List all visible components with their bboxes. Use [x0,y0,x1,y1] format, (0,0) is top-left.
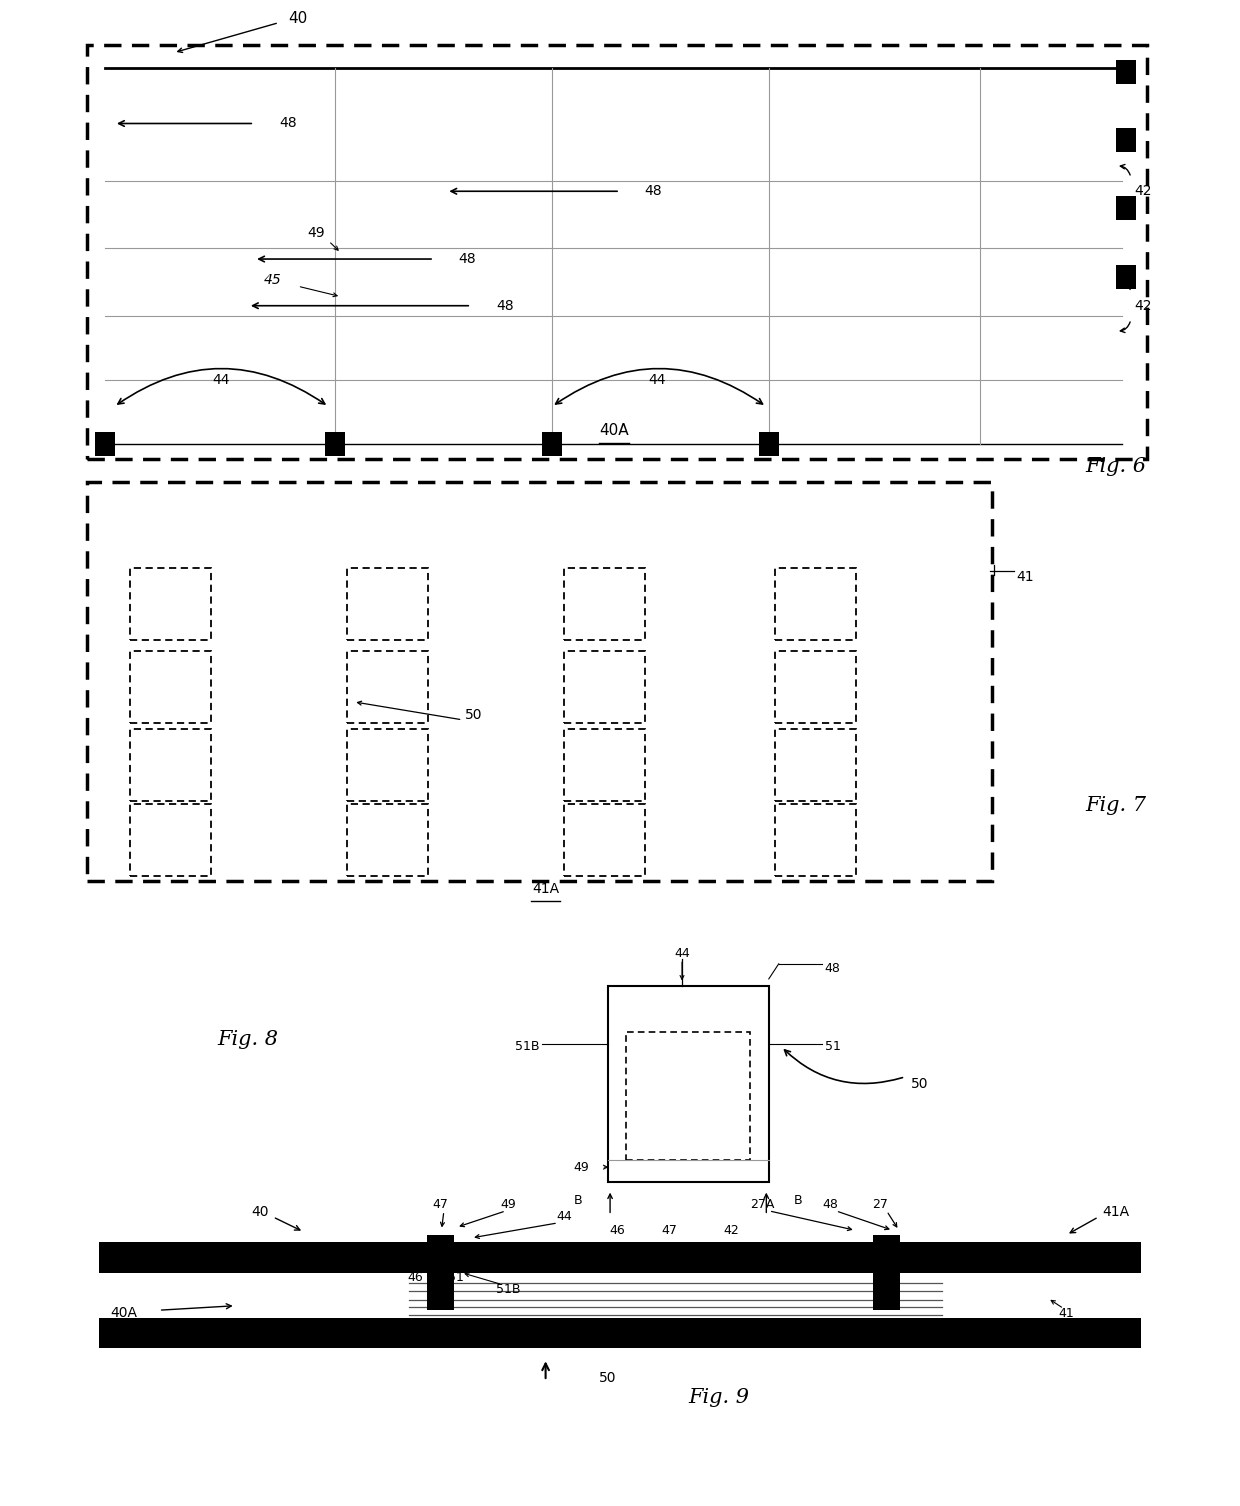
Bar [130,729,211,801]
Text: 46: 46 [610,1224,625,1236]
Bar [347,651,428,723]
Bar [564,729,645,801]
Bar [1116,265,1136,289]
Text: 44: 44 [649,372,666,387]
Text: 49: 49 [308,226,325,241]
Text: 41A: 41A [1102,1205,1130,1220]
Text: 49: 49 [501,1199,516,1211]
Bar [608,986,769,1182]
Bar [1116,128,1136,152]
Bar [775,651,856,723]
Text: 48: 48 [823,1199,838,1211]
Text: 48: 48 [459,252,476,267]
Text: 48: 48 [645,184,662,199]
Text: Fig. 8: Fig. 8 [217,1030,279,1048]
Bar [759,432,779,456]
Text: 51B: 51B [515,1041,539,1053]
Bar [427,1235,454,1310]
Text: Fig. 9: Fig. 9 [688,1389,750,1407]
Bar [87,45,1147,459]
Text: 48: 48 [279,116,296,131]
Text: 27A: 27A [750,1199,775,1211]
Text: 51B: 51B [496,1283,521,1295]
Text: 51: 51 [825,1041,841,1053]
Text: 27: 27 [873,1199,888,1211]
Bar [347,804,428,876]
Text: 44: 44 [212,372,229,387]
Bar [95,432,115,456]
Text: 47: 47 [662,1224,677,1236]
Bar [626,1032,750,1160]
Text: 47: 47 [433,1199,448,1211]
Bar [87,482,992,881]
Bar [130,651,211,723]
Bar [99,1242,1141,1273]
Bar [873,1235,900,1310]
Text: 40: 40 [252,1205,269,1220]
Text: 40A: 40A [599,423,629,438]
Bar [1116,60,1136,84]
Bar [542,432,562,456]
Text: 51: 51 [449,1271,464,1283]
Text: B: B [574,1194,583,1206]
Bar [775,729,856,801]
Text: 46: 46 [408,1271,423,1283]
Bar [775,568,856,640]
Bar [347,568,428,640]
Text: B: B [794,1194,802,1206]
Text: 49: 49 [573,1161,589,1173]
Text: 42: 42 [1135,298,1152,313]
Bar [564,651,645,723]
Bar [130,568,211,640]
Text: 40A: 40A [110,1306,138,1321]
Text: 41: 41 [1017,569,1034,584]
Bar [564,804,645,876]
Text: 42: 42 [724,1224,739,1236]
Text: Fig. 6: Fig. 6 [1085,458,1146,476]
Text: 42: 42 [1135,184,1152,199]
Bar [99,1318,1141,1348]
Bar [347,729,428,801]
Text: 40: 40 [288,11,308,26]
Text: 45: 45 [264,273,281,288]
Text: 50: 50 [911,1077,929,1092]
Text: 48: 48 [496,298,513,313]
Bar [325,432,345,456]
Bar [130,804,211,876]
Text: 44: 44 [557,1211,572,1223]
Bar [1116,196,1136,220]
Text: Fig. 7: Fig. 7 [1085,797,1146,815]
Bar [775,804,856,876]
Text: 48: 48 [825,962,841,974]
Text: 50: 50 [465,708,482,723]
Text: 41: 41 [1059,1307,1074,1319]
Bar [564,568,645,640]
Text: 44: 44 [675,947,689,959]
Text: 41A: 41A [532,881,559,896]
Text: 50: 50 [599,1370,616,1386]
